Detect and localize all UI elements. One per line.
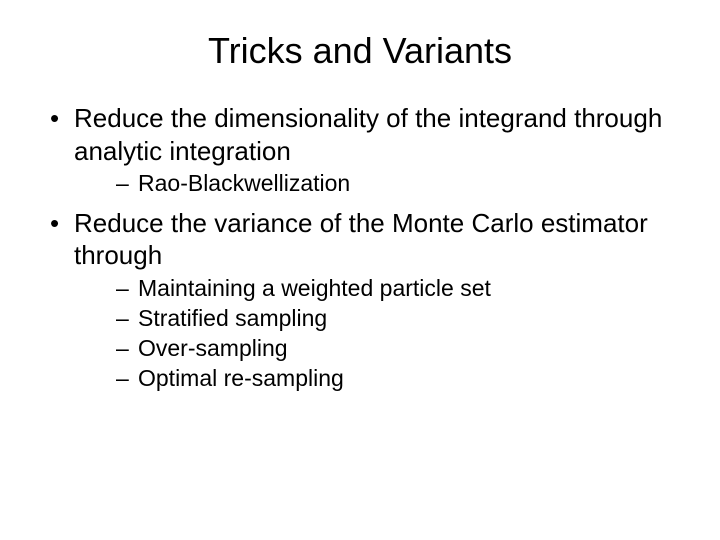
- bullet-text: Reduce the dimensionality of the integra…: [74, 103, 662, 166]
- sub-item: Rao-Blackwellization: [74, 169, 680, 199]
- sub-item: Optimal re-sampling: [74, 364, 680, 394]
- sub-item: Over-sampling: [74, 334, 680, 364]
- sub-list: Rao-Blackwellization: [74, 169, 680, 199]
- sub-item: Maintaining a weighted particle set: [74, 274, 680, 304]
- sub-text: Over-sampling: [138, 335, 288, 361]
- bullet-item: Reduce the dimensionality of the integra…: [40, 102, 680, 199]
- sub-text: Optimal re-sampling: [138, 365, 344, 391]
- sub-item: Stratified sampling: [74, 304, 680, 334]
- sub-list: Maintaining a weighted particle set Stra…: [74, 274, 680, 394]
- sub-text: Maintaining a weighted particle set: [138, 275, 491, 301]
- bullet-text: Reduce the variance of the Monte Carlo e…: [74, 208, 648, 271]
- bullet-list: Reduce the dimensionality of the integra…: [40, 102, 680, 393]
- slide-title: Tricks and Variants: [40, 30, 680, 72]
- sub-text: Stratified sampling: [138, 305, 327, 331]
- bullet-item: Reduce the variance of the Monte Carlo e…: [40, 207, 680, 394]
- sub-text: Rao-Blackwellization: [138, 170, 350, 196]
